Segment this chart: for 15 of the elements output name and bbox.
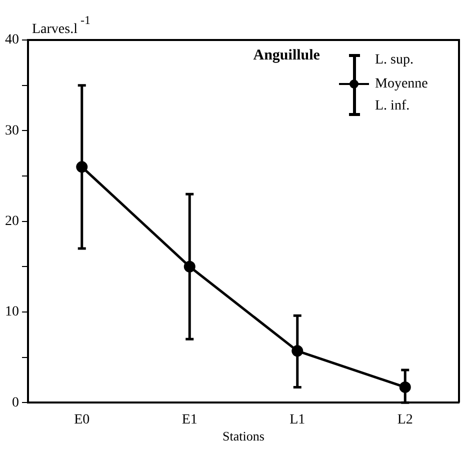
x-tick-label: E1 [182, 412, 198, 428]
annotation: L. sup. [375, 52, 414, 68]
x-tick-label: L1 [290, 412, 306, 428]
y-tick-label: 0 [12, 395, 19, 410]
x-tick-label: E0 [74, 412, 90, 428]
y-tick-label: 10 [5, 304, 19, 320]
y-tick-label: 20 [5, 214, 19, 229]
y-tick-label: 30 [5, 123, 19, 138]
x-tick-label: L2 [397, 412, 413, 428]
y-tick-label: 40 [5, 32, 19, 48]
text: Anguillule [253, 47, 320, 64]
legend-label: Moyenne [375, 76, 428, 92]
x-axis-title: Stations [222, 428, 264, 444]
y-axis-title: Larves.l-1 [32, 13, 90, 37]
annotation: L. inf. [375, 98, 410, 114]
